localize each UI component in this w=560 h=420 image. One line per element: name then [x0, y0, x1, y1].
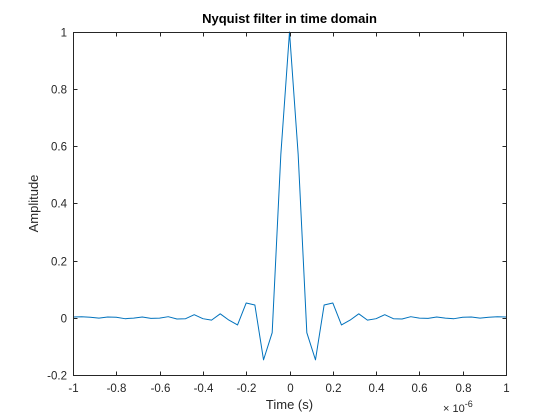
y-tick-label: 0.8	[51, 85, 67, 97]
x-tick-label: -0.4	[194, 383, 214, 395]
chart-title: Nyquist filter in time domain	[202, 11, 377, 26]
plot-area	[73, 32, 506, 375]
x-tick-label: -0.2	[237, 383, 257, 395]
x-tick-label: -0.8	[107, 383, 127, 395]
x-tick-label: 0	[287, 383, 293, 395]
y-tick-label: 1	[61, 28, 67, 40]
x-axis-exponent: × 10-6	[443, 399, 473, 415]
x-axis-label: Time (s)	[266, 397, 313, 412]
x-tick-label: 0.6	[412, 383, 428, 395]
y-axis: -0.2 0 0.2 0.4 0.6 0.8 1	[47, 28, 507, 383]
y-tick-label: 0	[61, 314, 67, 326]
x-tick-label: 0.2	[326, 383, 342, 395]
x-tick-label: -1	[68, 383, 78, 395]
y-tick-label: 0.2	[51, 257, 67, 269]
x-axis-exponent-power: -6	[465, 399, 473, 409]
y-tick-label: -0.2	[47, 371, 67, 383]
x-tick-label: 0.4	[369, 383, 386, 395]
y-tick-label: 0.4	[51, 199, 68, 211]
x-tick-label: 0.8	[456, 383, 472, 395]
x-axis-exponent-base: × 10	[443, 403, 465, 415]
y-tick-label: 0.6	[51, 142, 67, 154]
x-tick-label: -0.6	[151, 383, 171, 395]
y-axis-label: Amplitude	[26, 175, 41, 233]
x-tick-label: 1	[503, 383, 509, 395]
x-axis: -1 -0.8 -0.6 -0.4 -0.2 0 0.2 0.4 0.6 0.8 1	[68, 32, 510, 395]
